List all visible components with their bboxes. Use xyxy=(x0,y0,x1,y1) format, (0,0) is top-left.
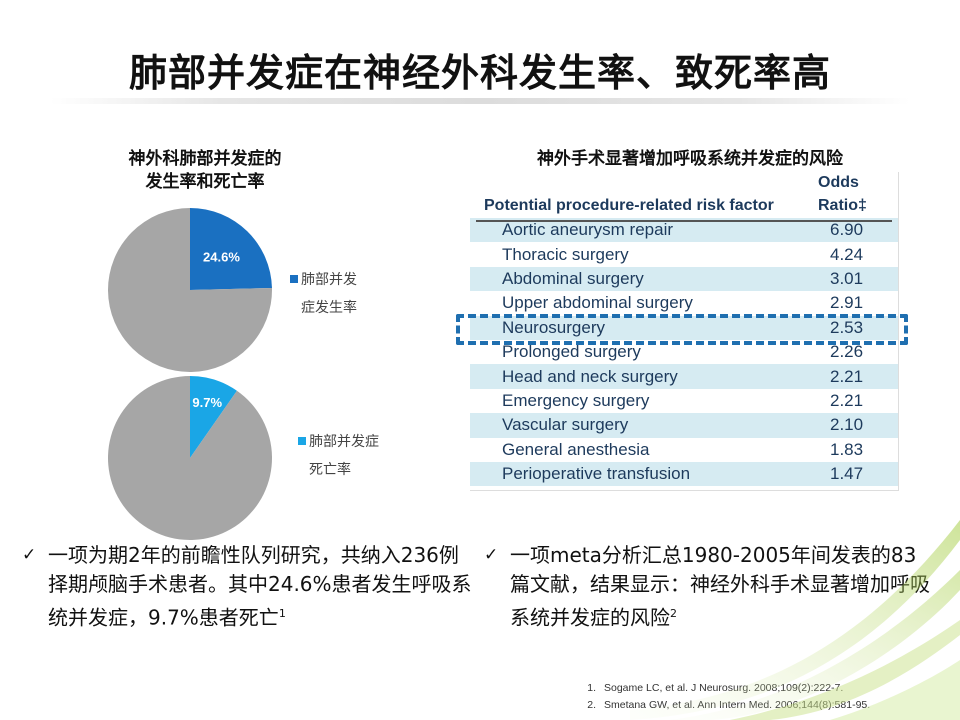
risk-factor-cell: Perioperative transfusion xyxy=(502,464,691,484)
incidence-slice xyxy=(190,208,272,290)
title-divider xyxy=(50,98,910,104)
risk-factor-cell: Thoracic surgery xyxy=(502,244,629,264)
table-row: Vascular surgery 2.10 xyxy=(470,413,898,438)
page-title: 肺部并发症在神经外科发生率、致死率高 xyxy=(128,51,831,95)
incidence-legend-line1: 肺部并发 xyxy=(290,266,380,294)
footnote-ref-1: 1 xyxy=(278,607,286,620)
left-panel-subtitle: 神外科肺部并发症的 发生率和死亡率 xyxy=(80,148,330,194)
risk-factor-cell: General anesthesia xyxy=(502,439,650,459)
decorative-swoosh xyxy=(630,520,960,720)
odds-ratio-cell: 2.21 xyxy=(830,390,864,410)
risk-factor-cell: Head and neck surgery xyxy=(502,366,678,386)
odds-ratio-cell: 1.83 xyxy=(830,439,864,459)
table-row: Upper abdominal surgery 2.91 xyxy=(470,291,898,316)
left-bullet-text: 一项为期2年的前瞻性队列研究，共纳入236例择期颅脑手术患者。其中24.6%患者… xyxy=(48,543,472,630)
odds-ratio-cell: 2.26 xyxy=(830,342,864,362)
risk-factor-cell: Emergency surgery xyxy=(502,390,650,410)
incidence-pie-chart: 24.6% xyxy=(100,200,280,384)
risk-factor-table: Potential procedure-related risk factor … xyxy=(470,172,899,491)
header-rule xyxy=(476,220,892,222)
right-bullet: ✓ 一项meta分析汇总1980-2005年间发表的83篇文献，结果显示：神经外… xyxy=(484,541,934,633)
legend-swatch xyxy=(290,275,298,283)
risk-table-body: Aortic aneurysm repair 6.90 Thoracic surge… xyxy=(470,218,898,487)
risk-table-header: Potential procedure-related risk factor … xyxy=(470,172,898,220)
check-icon: ✓ xyxy=(484,545,499,565)
mortality-data-label: 9.7% xyxy=(192,395,222,410)
table-row: General anesthesia 1.83 xyxy=(470,437,898,462)
neurosurgery-highlight-box xyxy=(456,314,908,345)
odds-ratio-cell: 2.53 xyxy=(830,317,864,337)
left-bullet: ✓ 一项为期2年的前瞻性队列研究，共纳入236例择期颅脑手术患者。其中24.6%… xyxy=(22,541,472,633)
incidence-legend: 肺部并发 症发生率 xyxy=(290,266,380,322)
table-row: Neurosurgery 2.53 xyxy=(470,315,898,340)
table-row: Abdominal surgery 3.01 xyxy=(470,266,898,292)
right-panel-subtitle: 神外手术显著增加呼吸系统并发症的风险 xyxy=(537,149,843,169)
odds-column-header-line2: Ratio‡ xyxy=(818,197,867,214)
check-icon: ✓ xyxy=(22,545,37,565)
incidence-legend-line2: 症发生率 xyxy=(301,300,357,316)
mortality-legend: 肺部并发症 死亡率 xyxy=(298,428,408,484)
risk-factor-cell: Upper abdominal surgery xyxy=(502,293,693,313)
odds-ratio-cell: 1.47 xyxy=(830,464,864,484)
risk-factor-cell: Neurosurgery xyxy=(502,317,605,337)
mortality-slice xyxy=(190,376,237,458)
table-row: Head and neck surgery 2.21 xyxy=(470,364,898,389)
table-row: Aortic aneurysm repair 6.90 xyxy=(470,218,898,243)
odds-ratio-cell: 2.21 xyxy=(830,366,864,386)
odds-ratio-cell: 4.24 xyxy=(830,244,864,264)
incidence-remainder-slice xyxy=(108,208,272,372)
table-row: Perioperative transfusion 1.47 xyxy=(470,461,898,487)
left-subtitle-line1: 神外科肺部并发症的 xyxy=(128,149,282,169)
incidence-pie-svg: 24.6% xyxy=(108,208,272,372)
mortality-legend-line1: 肺部并发症 xyxy=(298,428,408,456)
factor-column-header: Potential procedure-related risk factor xyxy=(484,197,774,214)
risk-factor-cell: Prolonged surgery xyxy=(502,342,641,362)
mortality-legend-line2: 死亡率 xyxy=(309,462,351,478)
risk-factor-cell: Abdominal surgery xyxy=(502,268,644,288)
footnote-ref-2: 2 xyxy=(670,607,677,620)
incidence-data-label: 24.6% xyxy=(203,250,240,265)
legend-swatch xyxy=(298,437,306,445)
right-bullet-text: 一项meta分析汇总1980-2005年间发表的83篇文献，结果显示：神经外科手… xyxy=(510,543,930,630)
mortality-pie-svg: 9.7% xyxy=(107,376,272,540)
risk-factor-cell: Aortic aneurysm repair xyxy=(502,220,674,240)
odds-ratio-cell: 3.01 xyxy=(830,268,864,288)
mortality-remainder-slice xyxy=(107,376,272,540)
mortality-pie-chart: 9.7% xyxy=(100,368,280,552)
table-row: Thoracic surgery 4.24 xyxy=(470,242,898,267)
odds-ratio-cell: 6.90 xyxy=(830,220,864,240)
odds-ratio-cell: 2.10 xyxy=(830,415,864,435)
odds-ratio-cell: 2.91 xyxy=(830,293,864,313)
left-subtitle-line2: 发生率和死亡率 xyxy=(145,172,265,192)
risk-factor-cell: Vascular surgery xyxy=(502,415,629,435)
table-row: Emergency surgery 2.21 xyxy=(470,388,898,414)
odds-column-header-line1: Odds xyxy=(818,174,859,191)
